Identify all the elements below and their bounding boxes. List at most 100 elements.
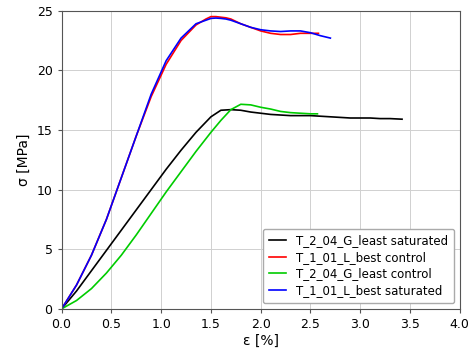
T_1_01_L_best control: [73, 283, 79, 287]
T_2_04_G_least control: [178, 170, 184, 174]
T_1_01_L_best saturated: [163, 59, 169, 63]
T_1_01_L_best control: [118, 175, 124, 180]
T_1_01_L_best control: [298, 31, 303, 36]
T_2_04_G_least saturated: [328, 115, 333, 119]
T_1_01_L_best control: [248, 25, 254, 29]
T_1_01_L_best control: [163, 62, 169, 66]
T_1_01_L_best saturated: [203, 18, 209, 22]
T_2_04_G_least control: [218, 118, 224, 122]
T_1_01_L_best saturated: [288, 29, 293, 33]
T_2_04_G_least control: [298, 111, 303, 115]
T_1_01_L_best saturated: [268, 29, 273, 33]
T_1_01_L_best control: [238, 22, 244, 26]
T_2_04_G_least saturated: [193, 130, 199, 135]
T_2_04_G_least control: [59, 307, 64, 311]
T_2_04_G_least saturated: [337, 115, 343, 120]
T_1_01_L_best saturated: [148, 92, 154, 96]
T_2_04_G_least control: [315, 112, 320, 116]
T_1_01_L_best control: [178, 38, 184, 43]
T_2_04_G_least control: [148, 211, 154, 215]
T_2_04_G_least control: [248, 103, 254, 107]
X-axis label: ε [%]: ε [%]: [243, 334, 279, 348]
T_2_04_G_least saturated: [89, 268, 94, 273]
T_2_04_G_least control: [238, 102, 244, 106]
T_2_04_G_least control: [258, 105, 264, 109]
T_1_01_L_best saturated: [228, 18, 234, 22]
T_1_01_L_best control: [223, 16, 228, 20]
T_2_04_G_least saturated: [248, 110, 254, 114]
T_2_04_G_least control: [193, 149, 199, 153]
T_1_01_L_best saturated: [298, 29, 303, 33]
Line: T_1_01_L_best control: T_1_01_L_best control: [62, 17, 319, 309]
T_2_04_G_least saturated: [298, 114, 303, 118]
T_2_04_G_least saturated: [238, 108, 244, 113]
T_1_01_L_best saturated: [193, 22, 199, 26]
T_2_04_G_least saturated: [178, 148, 184, 152]
T_1_01_L_best control: [278, 32, 283, 37]
Line: T_2_04_G_least saturated: T_2_04_G_least saturated: [62, 110, 402, 309]
T_1_01_L_best control: [268, 31, 273, 36]
T_2_04_G_least saturated: [399, 117, 405, 121]
T_1_01_L_best saturated: [213, 16, 219, 20]
T_1_01_L_best saturated: [118, 175, 124, 180]
T_1_01_L_best control: [193, 23, 199, 27]
T_2_04_G_least saturated: [288, 114, 293, 118]
T_2_04_G_least control: [313, 112, 319, 116]
T_2_04_G_least saturated: [347, 116, 353, 120]
T_1_01_L_best saturated: [318, 34, 323, 38]
T_1_01_L_best control: [308, 31, 313, 36]
T_1_01_L_best saturated: [258, 28, 264, 32]
T_1_01_L_best saturated: [308, 31, 313, 35]
T_2_04_G_least saturated: [148, 187, 154, 192]
T_1_01_L_best saturated: [89, 253, 94, 257]
T_1_01_L_best control: [218, 15, 224, 19]
T_2_04_G_least saturated: [218, 108, 224, 113]
T_1_01_L_best control: [258, 29, 264, 33]
T_1_01_L_best control: [288, 32, 293, 37]
T_2_04_G_least saturated: [367, 116, 373, 120]
Y-axis label: σ [MPa]: σ [MPa]: [17, 133, 31, 186]
T_2_04_G_least saturated: [278, 113, 283, 117]
Line: T_1_01_L_best saturated: T_1_01_L_best saturated: [62, 18, 330, 309]
T_2_04_G_least control: [89, 286, 94, 291]
T_2_04_G_least saturated: [163, 167, 169, 171]
Line: T_2_04_G_least control: T_2_04_G_least control: [62, 104, 318, 309]
Legend: T_2_04_G_least saturated, T_1_01_L_best control, T_2_04_G_least control, T_1_01_: T_2_04_G_least saturated, T_1_01_L_best …: [263, 229, 454, 303]
T_1_01_L_best saturated: [278, 29, 283, 34]
T_1_01_L_best control: [316, 31, 321, 36]
T_2_04_G_least saturated: [59, 307, 64, 311]
T_1_01_L_best saturated: [134, 134, 139, 138]
T_2_04_G_least control: [308, 112, 313, 116]
T_2_04_G_least saturated: [268, 112, 273, 116]
T_2_04_G_least saturated: [228, 108, 234, 112]
T_1_01_L_best control: [148, 94, 154, 99]
T_2_04_G_least control: [288, 110, 293, 115]
T_1_01_L_best saturated: [328, 36, 333, 40]
T_2_04_G_least control: [268, 107, 273, 111]
T_1_01_L_best control: [313, 31, 319, 36]
T_2_04_G_least saturated: [377, 116, 383, 121]
T_1_01_L_best control: [89, 253, 94, 257]
T_2_04_G_least saturated: [357, 116, 363, 120]
T_2_04_G_least control: [134, 233, 139, 237]
T_1_01_L_best control: [103, 217, 109, 222]
T_1_01_L_best saturated: [223, 17, 228, 21]
T_2_04_G_least control: [278, 109, 283, 114]
T_1_01_L_best saturated: [59, 307, 64, 311]
T_2_04_G_least saturated: [387, 116, 393, 121]
T_1_01_L_best saturated: [103, 217, 109, 222]
T_2_04_G_least control: [103, 271, 109, 275]
T_2_04_G_least saturated: [318, 114, 323, 118]
T_1_01_L_best saturated: [248, 25, 254, 29]
T_2_04_G_least control: [228, 108, 234, 112]
T_1_01_L_best saturated: [238, 22, 244, 26]
T_1_01_L_best saturated: [208, 16, 214, 21]
T_2_04_G_least saturated: [258, 111, 264, 115]
T_2_04_G_least control: [73, 298, 79, 302]
T_1_01_L_best control: [134, 134, 139, 138]
T_2_04_G_least control: [163, 190, 169, 194]
T_1_01_L_best saturated: [178, 36, 184, 40]
T_1_01_L_best control: [59, 307, 64, 311]
T_1_01_L_best saturated: [218, 16, 224, 21]
T_1_01_L_best control: [203, 17, 209, 21]
